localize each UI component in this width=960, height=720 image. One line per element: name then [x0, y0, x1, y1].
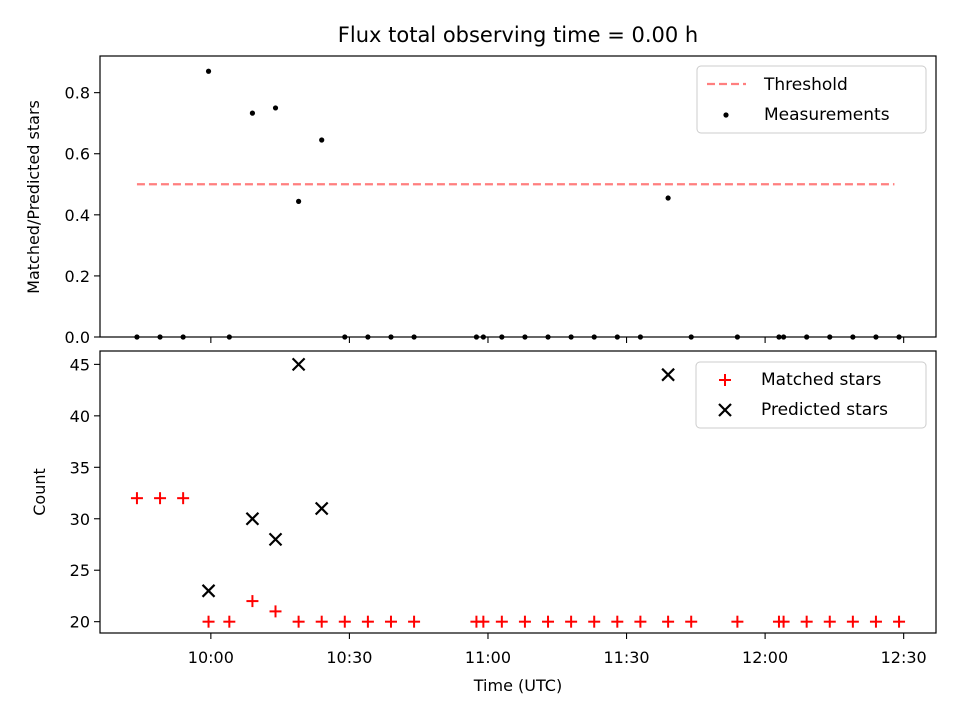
bottom-y-axis-label: Count [30, 468, 49, 516]
top-y-tick-label: 0.8 [65, 84, 90, 103]
top-legend-box [696, 65, 927, 134]
matched-star-point [685, 615, 698, 628]
legend-threshold-label: Threshold [763, 75, 848, 95]
top-legend: Threshold Measurements [696, 65, 927, 134]
legend-matched-label: Matched stars [761, 370, 881, 390]
predicted-star-point [314, 501, 329, 516]
bottom-legend: Matched stars Predicted stars [695, 361, 927, 429]
matched-star-point [408, 615, 421, 628]
matched-star-point [588, 615, 601, 628]
bottom-y-tick-label: 25 [70, 561, 90, 580]
x-tick-label: 12:30 [881, 648, 927, 667]
legend-measurements-swatch [723, 112, 729, 118]
predicted-stars-points [201, 357, 675, 598]
top-panel: Flux total observing time = 0.00 h 0.00.… [24, 23, 937, 347]
bottom-x-ticks: 10:00 10:30 11:00 11:30 12:00 12:30 [188, 633, 927, 667]
predicted-star-stroke-b [314, 501, 329, 516]
predicted-star-stroke-b [661, 367, 675, 382]
predicted-star-stroke-b [245, 511, 260, 526]
matched-star-point [611, 615, 624, 628]
top-y-ticks: 0.0 0.2 0.4 0.6 0.8 [65, 84, 100, 347]
x-axis-label: Time (UTC) [473, 676, 562, 695]
bottom-y-tick-label: 40 [70, 407, 90, 426]
matched-star-point [269, 605, 282, 618]
predicted-star-stroke-b [268, 532, 283, 547]
predicted-star-point [245, 511, 260, 526]
bottom-y-tick-label: 45 [70, 355, 90, 374]
matched-star-point [518, 615, 531, 628]
top-x-ticks [210, 337, 905, 343]
matched-star-point [869, 615, 882, 628]
matched-star-point [177, 492, 190, 505]
matched-star-point [130, 492, 143, 505]
predicted-star-point [201, 584, 216, 598]
measurement-point [665, 195, 671, 201]
x-tick-label: 10:00 [188, 648, 234, 667]
bottom-y-tick-label: 35 [70, 458, 90, 477]
predicted-star-point [291, 357, 306, 372]
bottom-y-ticks: 20 25 30 35 40 45 [70, 355, 100, 632]
matched-star-point [495, 615, 508, 628]
top-y-tick-label: 0.0 [65, 328, 90, 347]
matched-star-point [634, 615, 647, 628]
top-axes-frame [99, 55, 937, 338]
predicted-star-stroke-b [201, 584, 216, 598]
matched-stars-points [130, 492, 906, 628]
legend-predicted-swatch [718, 403, 732, 417]
x-tick-label: 10:30 [326, 648, 372, 667]
matched-star-point [565, 615, 578, 628]
measurement-point [272, 105, 279, 111]
top-y-tick-label: 0.2 [65, 267, 90, 286]
matched-star-point [361, 615, 374, 628]
measurement-point [296, 198, 302, 204]
matched-star-point [154, 492, 167, 505]
matched-star-point [246, 595, 259, 608]
matched-star-point [292, 615, 305, 628]
chart-title: Flux total observing time = 0.00 h [338, 23, 698, 47]
matched-star-point [662, 615, 675, 628]
top-y-axis-label: Matched/Predicted stars [24, 100, 43, 294]
top-y-tick-label: 0.4 [65, 206, 90, 225]
legend-measurements-label: Measurements [764, 105, 890, 125]
legend-matched-swatch [719, 374, 731, 386]
measurement-point [319, 137, 325, 143]
matched-star-point [800, 615, 813, 628]
measurement-point [205, 68, 212, 74]
x-tick-label: 12:00 [742, 648, 788, 667]
x-tick-label: 11:30 [603, 648, 649, 667]
measurement-point [249, 110, 256, 116]
bottom-y-tick-label: 30 [70, 510, 90, 529]
top-y-tick-label: 0.6 [65, 145, 90, 164]
matched-star-point [731, 615, 744, 628]
matched-star-point [777, 615, 790, 628]
matched-star-point [477, 615, 490, 628]
matched-star-point [542, 615, 555, 628]
bottom-panel: 20 25 30 35 40 45 10:00 10:30 11:00 11:30 12:00 12… [30, 350, 937, 695]
predicted-star-point [661, 367, 675, 382]
matched-star-point [823, 615, 836, 628]
matched-star-point [338, 615, 351, 628]
matched-star-point [315, 615, 328, 628]
predicted-star-stroke-b [291, 357, 306, 372]
predicted-star-point [268, 532, 283, 547]
matched-star-point [846, 615, 859, 628]
bottom-axes-frame [99, 350, 937, 634]
matched-star-point [893, 615, 906, 628]
matched-star-point [202, 615, 215, 628]
bottom-legend-box [695, 361, 927, 429]
matched-star-point [223, 615, 236, 628]
matched-star-point [384, 615, 397, 628]
legend-predicted-label: Predicted stars [761, 400, 888, 420]
x-tick-label: 11:00 [465, 648, 511, 667]
bottom-y-tick-label: 20 [70, 613, 90, 632]
